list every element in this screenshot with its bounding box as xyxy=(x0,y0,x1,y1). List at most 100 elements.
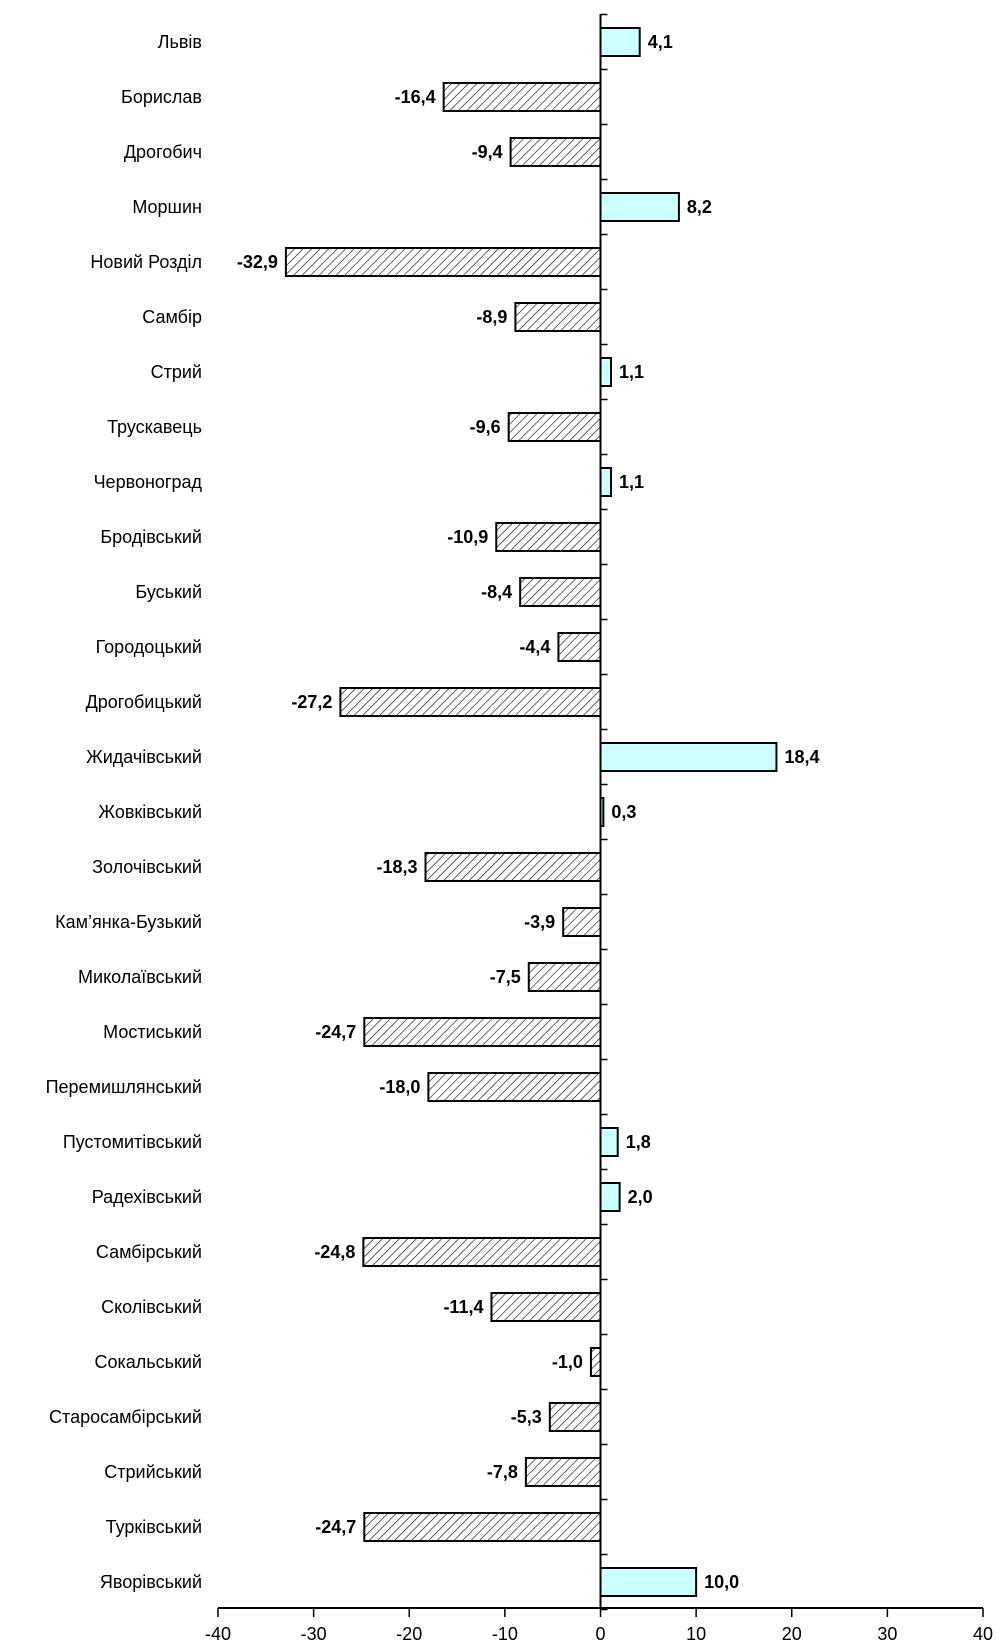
bar xyxy=(562,907,602,937)
x-tick-label: 10 xyxy=(686,1624,706,1644)
bar xyxy=(495,522,602,552)
value-label: -11,4 xyxy=(443,1297,483,1317)
category-label: Золочівський xyxy=(92,857,202,877)
bar xyxy=(599,1567,698,1597)
category-label: Сколівський xyxy=(101,1297,202,1317)
value-label: -8,4 xyxy=(481,582,512,602)
bar xyxy=(519,577,602,607)
x-tick-label: -10 xyxy=(492,1624,518,1644)
category-label: Кам’янка-Бузький xyxy=(55,912,202,932)
value-label: 4,1 xyxy=(648,32,673,52)
category-labels: Львів Борислав Дрогобич Моршин Новий Розділ С… xyxy=(46,32,203,1592)
value-label: 0,3 xyxy=(611,802,636,822)
category-label: Дрогобицький xyxy=(86,692,202,712)
bar xyxy=(339,687,602,717)
value-label: -5,3 xyxy=(511,1407,542,1427)
bar xyxy=(284,247,602,277)
value-label: -32,9 xyxy=(237,252,278,272)
category-label: Городоцький xyxy=(96,637,202,657)
value-label: 10,0 xyxy=(704,1572,739,1592)
category-label: Новий Розділ xyxy=(90,252,202,272)
value-label: 1,1 xyxy=(619,362,644,382)
value-label: -1,0 xyxy=(552,1352,583,1372)
category-label: Яворівський xyxy=(100,1572,202,1592)
bar xyxy=(507,412,602,442)
category-label: Мостиський xyxy=(103,1022,202,1042)
category-label: Самбірський xyxy=(96,1242,202,1262)
category-label: Стрийський xyxy=(104,1462,202,1482)
bar xyxy=(599,357,613,387)
x-tick-labels: -40 -30 -20 -10 0 10 20 30 40 xyxy=(205,1624,993,1644)
category-label: Дрогобич xyxy=(124,142,202,162)
bar xyxy=(490,1292,602,1322)
x-tick-label: -30 xyxy=(301,1624,327,1644)
value-label: -9,6 xyxy=(470,417,501,437)
category-label: Трускавець xyxy=(107,417,202,437)
value-label: -7,8 xyxy=(487,1462,518,1482)
value-label: 2,0 xyxy=(628,1187,653,1207)
category-label: Перемишлянський xyxy=(46,1077,202,1097)
x-tick-label: 30 xyxy=(877,1624,897,1644)
bar xyxy=(599,192,680,222)
bar xyxy=(514,302,602,332)
value-label: -24,8 xyxy=(314,1242,355,1262)
x-tick-label: 20 xyxy=(782,1624,802,1644)
value-labels: 4,1 -16,4 -9,4 8,2 -32,9 -8,9 1,1 -9,6 1,1 -10,9 -… xyxy=(237,32,820,1592)
value-label: -24,7 xyxy=(315,1022,356,1042)
bar xyxy=(599,467,613,497)
value-label: -16,4 xyxy=(395,87,436,107)
x-tick-label: -40 xyxy=(205,1624,231,1644)
x-tick-label: 40 xyxy=(973,1624,993,1644)
category-label: Борислав xyxy=(121,87,202,107)
x-tick-label: -20 xyxy=(396,1624,422,1644)
category-label: Львів xyxy=(158,32,202,52)
bar xyxy=(599,742,778,772)
value-label: -18,3 xyxy=(376,857,417,877)
bars-layer xyxy=(284,27,778,1597)
category-label: Радехівський xyxy=(92,1187,202,1207)
category-label: Самбір xyxy=(142,307,202,327)
value-label: -8,9 xyxy=(476,307,507,327)
x-tick-label: 0 xyxy=(595,1624,605,1644)
category-label: Стрий xyxy=(151,362,202,382)
value-label: -18,0 xyxy=(379,1077,420,1097)
bar xyxy=(363,1017,602,1047)
category-label: Жидачівський xyxy=(86,747,202,767)
axes xyxy=(217,13,984,1617)
category-label: Буський xyxy=(135,582,202,602)
bar xyxy=(527,962,602,992)
category-label: Пустомитівський xyxy=(63,1132,202,1152)
category-label: Жовківський xyxy=(98,802,202,822)
bar xyxy=(599,1127,619,1157)
bar xyxy=(424,852,602,882)
value-label: -27,2 xyxy=(291,692,332,712)
value-label: -7,5 xyxy=(490,967,521,987)
bar xyxy=(589,1347,602,1377)
category-label: Старосамбірський xyxy=(49,1407,202,1427)
bar xyxy=(363,1512,602,1542)
bar xyxy=(509,137,602,167)
bar xyxy=(524,1457,602,1487)
category-label: Турківський xyxy=(106,1517,202,1537)
value-label: -3,9 xyxy=(524,912,555,932)
value-label: 8,2 xyxy=(687,197,712,217)
category-label: Моршин xyxy=(132,197,202,217)
bar xyxy=(362,1237,602,1267)
bar xyxy=(548,1402,602,1432)
bar xyxy=(557,632,602,662)
value-label: 18,4 xyxy=(784,747,819,767)
value-label: -24,7 xyxy=(315,1517,356,1537)
bar xyxy=(599,27,641,57)
bar xyxy=(427,1072,602,1102)
category-label: Червоноград xyxy=(94,472,203,492)
bar xyxy=(442,82,602,112)
value-label: 1,8 xyxy=(626,1132,651,1152)
category-label: Сокальський xyxy=(94,1352,202,1372)
category-label: Миколаївський xyxy=(78,967,202,987)
category-label: Бродівський xyxy=(100,527,202,547)
value-label: -10,9 xyxy=(447,527,488,547)
bar xyxy=(599,1182,621,1212)
value-label: -4,4 xyxy=(519,637,550,657)
value-label: -9,4 xyxy=(472,142,503,162)
